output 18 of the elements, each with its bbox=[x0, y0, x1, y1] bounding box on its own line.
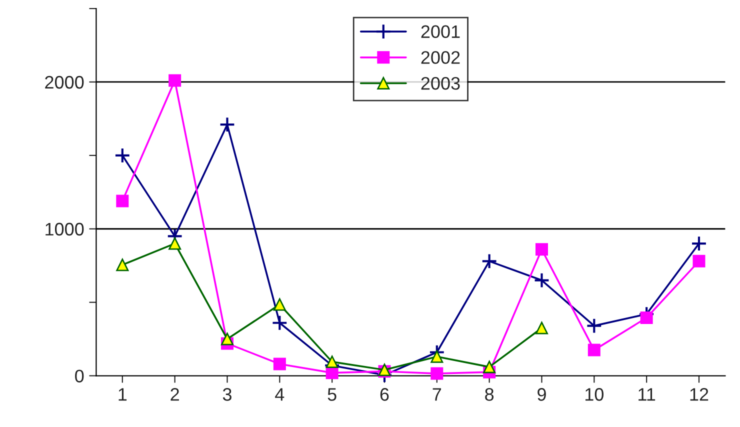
y-tick-label: 0 bbox=[75, 370, 84, 382]
legend-label: 2002 bbox=[421, 51, 460, 64]
x-tick-label: 6 bbox=[380, 388, 389, 401]
x-tick-label: 8 bbox=[485, 388, 494, 401]
x-tick-label: 10 bbox=[585, 388, 604, 401]
x-tick-label: 9 bbox=[538, 388, 546, 401]
x-tick-label: 5 bbox=[328, 388, 336, 401]
x-tick-label: 12 bbox=[690, 388, 708, 401]
legend-label: 2001 bbox=[421, 25, 460, 38]
x-tick-label: 3 bbox=[222, 388, 232, 401]
x-tick-label: 7 bbox=[432, 388, 442, 401]
x-tick-label: 4 bbox=[275, 388, 284, 401]
x-tick-label: 2 bbox=[170, 388, 179, 401]
x-tick-label: 11 bbox=[638, 388, 656, 401]
y-tick-label: 1000 bbox=[46, 222, 84, 236]
legend-label: 2003 bbox=[421, 76, 460, 90]
x-tick-label: 1 bbox=[118, 388, 127, 401]
y-tick-label: 2000 bbox=[45, 76, 84, 89]
